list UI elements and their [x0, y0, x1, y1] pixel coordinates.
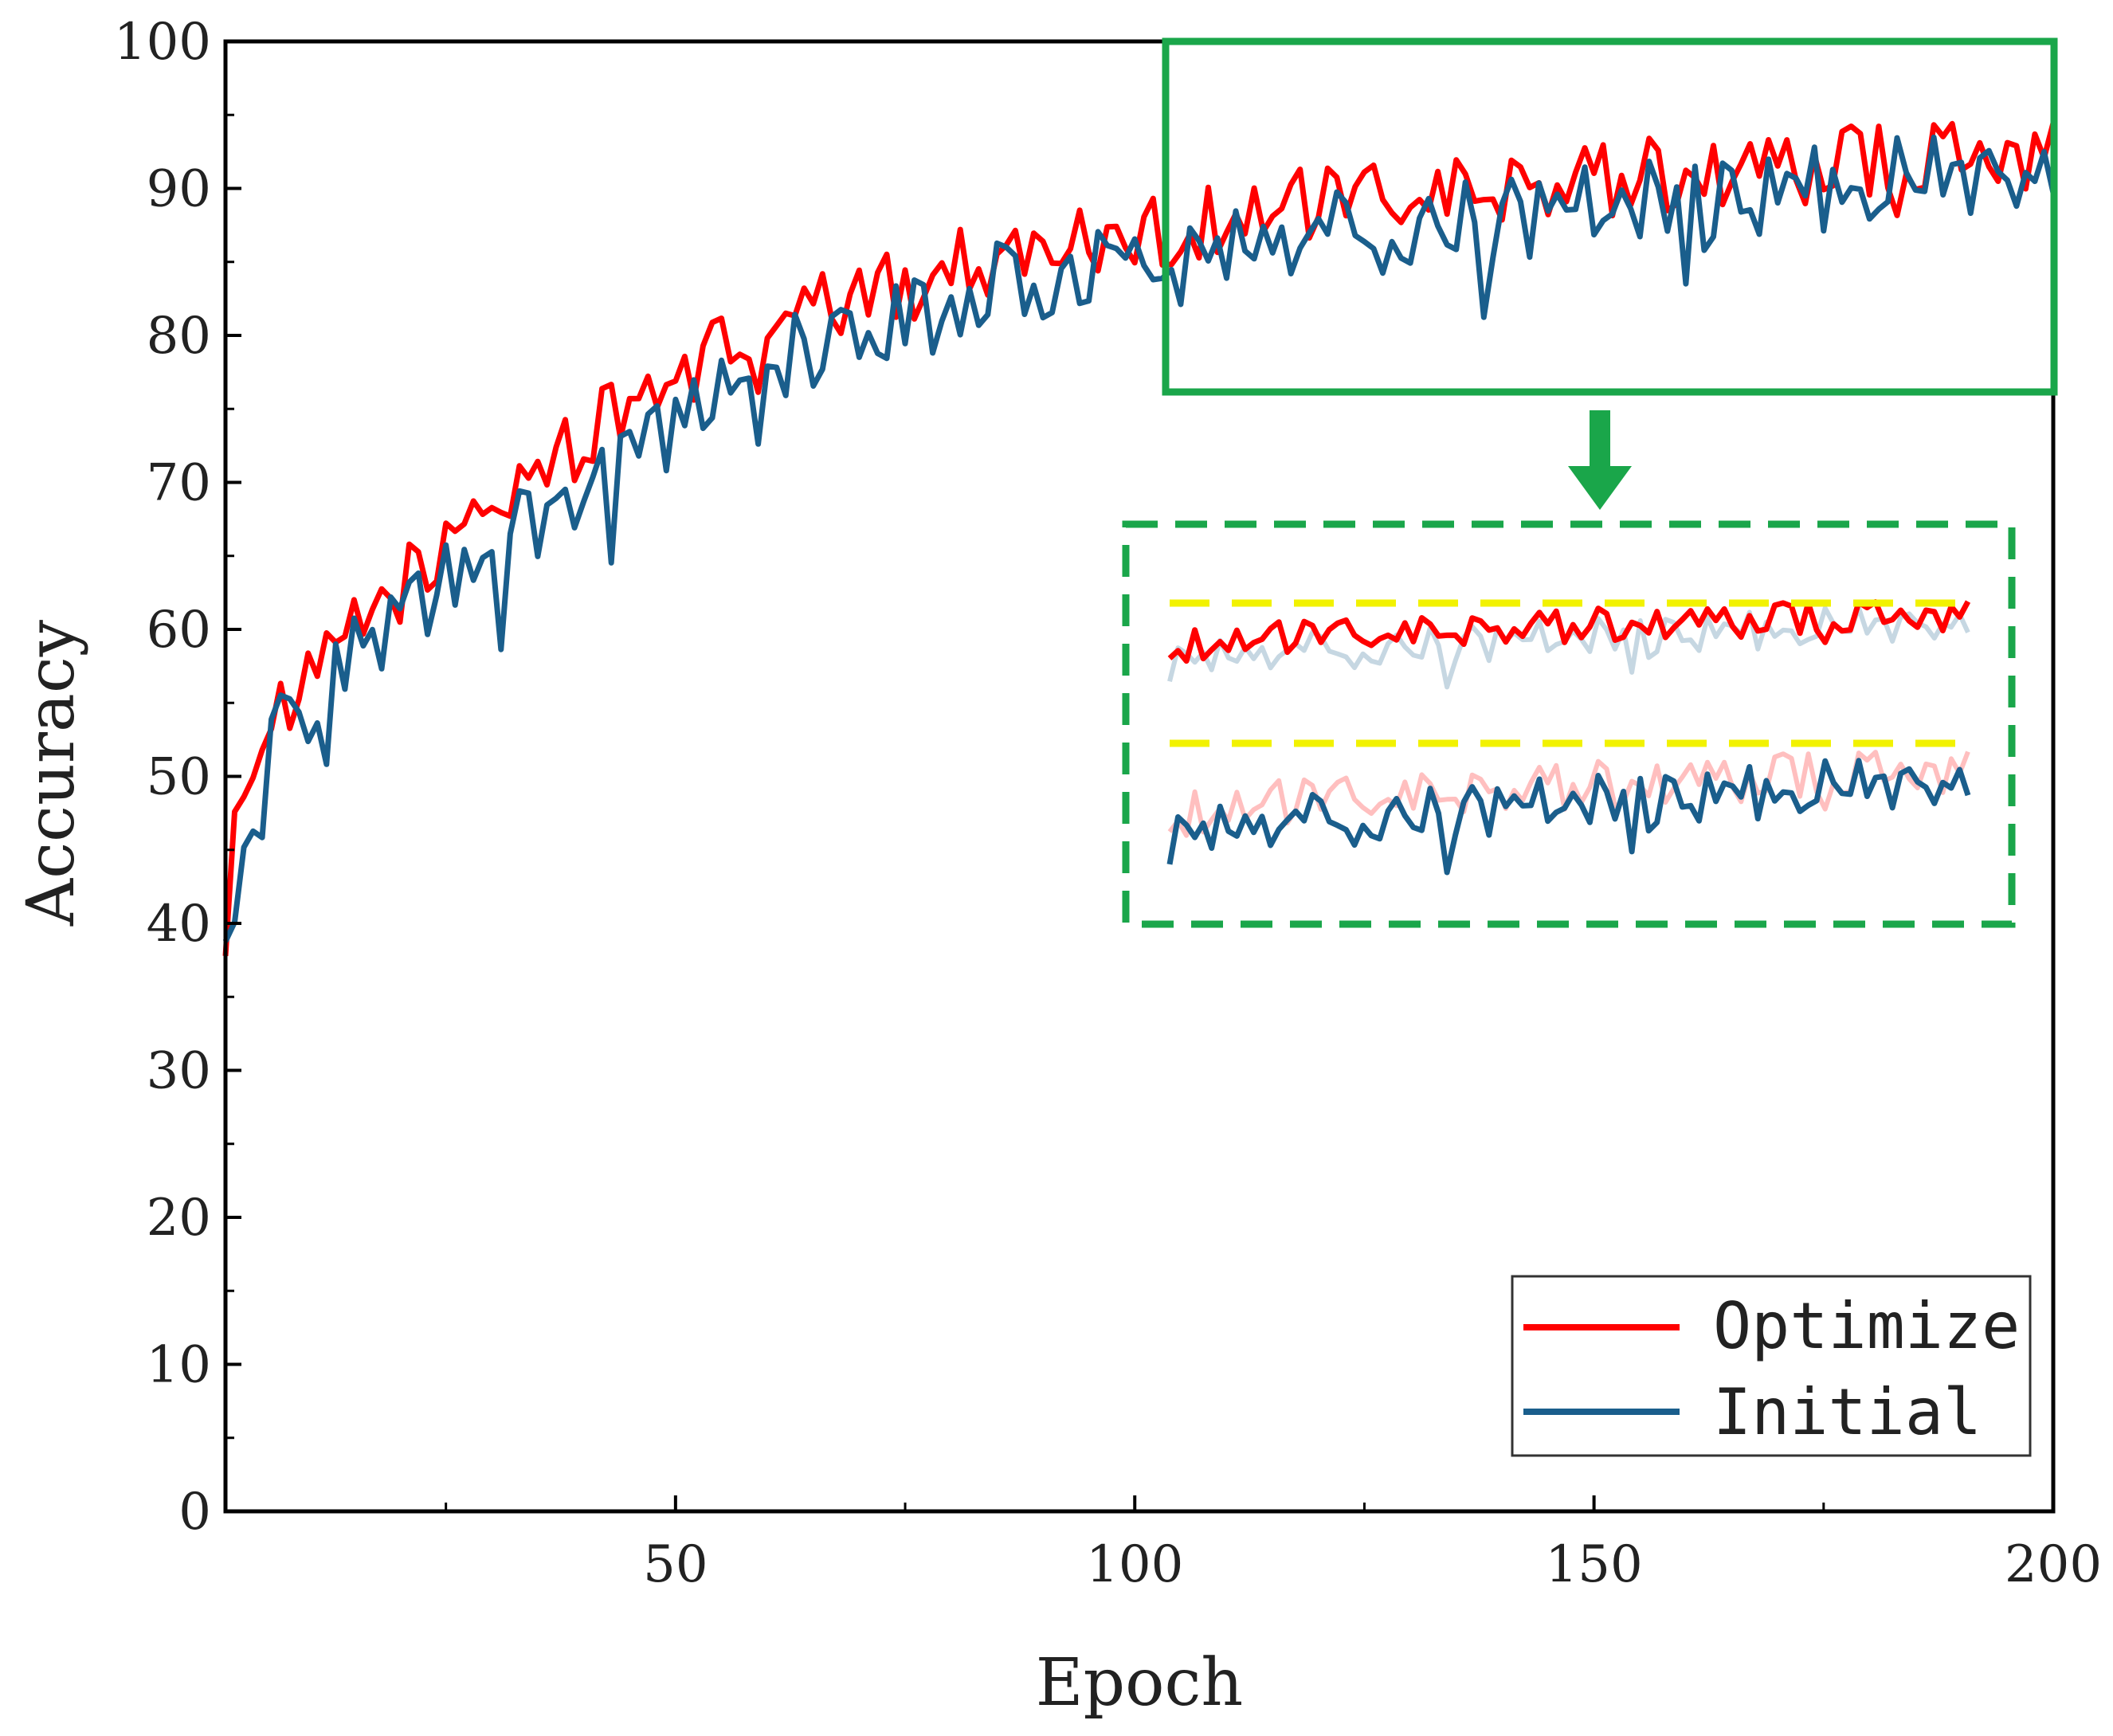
y-tick-label: 40	[147, 895, 211, 954]
zoom-inset-box	[1122, 520, 2016, 928]
x-axis-title: Epoch	[1036, 1645, 1243, 1721]
y-tick-label: 50	[147, 748, 211, 807]
legend-label-initial: Initial	[1713, 1375, 1982, 1449]
zoom-region-box	[1162, 37, 2058, 396]
y-tick-label: 70	[147, 454, 211, 513]
x-tick-label: 200	[2005, 1535, 2102, 1594]
axes: 0 10 20 30 40 50 60 70 80 90 100 50 100 150 200	[114, 13, 2102, 1594]
inset-reference-lines	[1170, 599, 1968, 747]
series-line-initial	[222, 134, 2056, 943]
y-tick-label: 80	[147, 307, 211, 366]
x-tick-label: 150	[1546, 1535, 1643, 1594]
inset-panel-2-series-initial	[1166, 758, 1971, 876]
y-tick-label: 30	[147, 1042, 211, 1101]
x-tick-label: 100	[1086, 1535, 1183, 1594]
y-tick-label: 0	[178, 1483, 211, 1542]
plot-lines	[222, 120, 2056, 957]
inset-panel-1-series-optimize	[1167, 599, 1971, 664]
y-tick-label: 20	[147, 1189, 211, 1248]
legend-box	[1511, 1275, 2032, 1457]
legend: Optimize Initial	[1511, 1275, 2032, 1457]
y-tick-label: 90	[147, 160, 211, 219]
y-tick-label: 60	[147, 601, 211, 660]
zoom-inset-foreground-layer	[1166, 599, 1971, 876]
legend-label-optimize: Optimize	[1713, 1289, 2020, 1363]
y-axis-title: Accuracy	[14, 619, 89, 927]
y-tick-label: 100	[114, 13, 211, 72]
series-line-optimize	[222, 120, 2056, 957]
down-arrow-icon	[1568, 410, 1632, 510]
x-tick-label: 50	[643, 1535, 708, 1594]
y-tick-label: 10	[147, 1336, 211, 1395]
